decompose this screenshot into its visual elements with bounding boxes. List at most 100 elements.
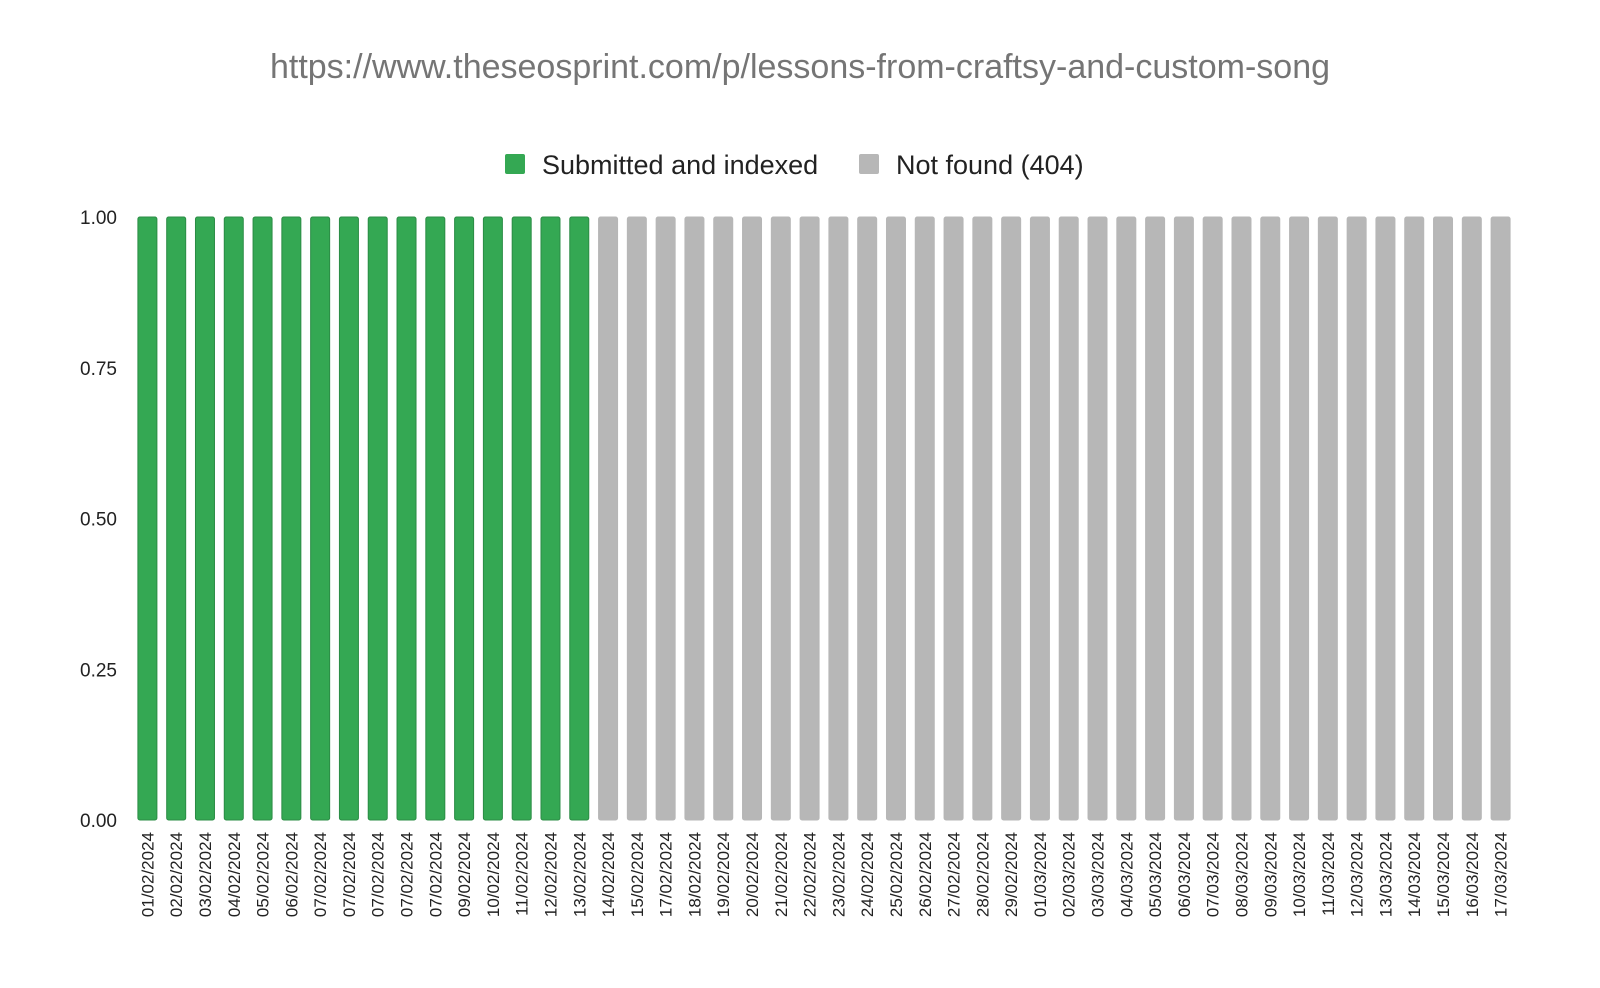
bar-1-21 — [742, 216, 763, 821]
bar-1-34 — [1116, 216, 1137, 821]
bar-1-31 — [1029, 216, 1050, 821]
x-tick-label-42: 12/03/2024 — [1348, 832, 1367, 917]
x-tick-label-14: 12/02/2024 — [541, 832, 560, 917]
x-tick-label-41: 11/03/2024 — [1319, 832, 1338, 916]
x-tick-label-44: 14/03/2024 — [1405, 832, 1424, 917]
x-axis: 01/02/2024 02/02/2024 03/02/2024 04/02/2024… — [138, 832, 1510, 917]
bar-1-24 — [828, 216, 849, 821]
x-tick-label-39: 09/03/2024 — [1261, 832, 1280, 917]
bar-1-23 — [799, 216, 820, 821]
x-tick-label-27: 26/02/2024 — [916, 832, 935, 917]
bar-1-18 — [655, 216, 676, 821]
x-tick-label-12: 10/02/2024 — [484, 832, 503, 917]
y-tick-label-4: 1.00 — [80, 208, 117, 229]
chart-title: https://www.theseosprint.com/p/lessons-f… — [269, 48, 1331, 86]
x-tick-label-33: 03/03/2024 — [1089, 832, 1108, 917]
x-tick-label-10: 07/02/2024 — [426, 832, 445, 917]
x-tick-label-2: 03/02/2024 — [196, 832, 215, 917]
x-tick-label-47: 17/03/2024 — [1492, 832, 1511, 917]
x-tick-label-25: 24/02/2024 — [858, 832, 877, 917]
x-tick-label-34: 04/03/2024 — [1117, 832, 1136, 917]
x-tick-label-29: 28/02/2024 — [973, 832, 992, 917]
y-tick-label-0: 0.00 — [80, 811, 117, 832]
y-tick-label-2: 0.50 — [80, 510, 117, 531]
bar-1-37 — [1202, 216, 1223, 821]
bar-0-11 — [454, 216, 475, 821]
bar-1-38 — [1231, 216, 1252, 821]
bars — [137, 216, 1511, 821]
x-tick-label-6: 07/02/2024 — [311, 832, 330, 917]
bar-1-43 — [1375, 216, 1396, 821]
bar-0-12 — [482, 216, 503, 821]
legend-label-1: Not found (404) — [896, 150, 1084, 180]
bar-1-30 — [1001, 216, 1022, 821]
bar-1-35 — [1145, 216, 1166, 821]
bar-1-29 — [972, 216, 993, 821]
bar-1-47 — [1490, 216, 1511, 821]
bar-1-26 — [885, 216, 906, 821]
bar-0-7 — [338, 216, 359, 821]
bar-0-14 — [540, 216, 561, 821]
x-tick-label-43: 13/03/2024 — [1376, 832, 1395, 917]
x-tick-label-24: 23/02/2024 — [829, 832, 848, 917]
bar-1-36 — [1173, 216, 1194, 821]
x-tick-label-40: 10/03/2024 — [1290, 832, 1309, 917]
x-tick-label-8: 07/02/2024 — [369, 832, 388, 917]
x-tick-label-11: 09/02/2024 — [455, 832, 474, 917]
legend-swatch-0 — [505, 154, 525, 174]
legend-swatch-1 — [859, 154, 879, 174]
x-tick-label-38: 08/03/2024 — [1232, 832, 1251, 917]
y-tick-label-1: 0.25 — [80, 660, 117, 681]
bar-0-13 — [511, 216, 532, 821]
x-tick-label-23: 22/02/2024 — [801, 832, 820, 917]
x-tick-label-1: 02/02/2024 — [167, 832, 186, 917]
bar-1-45 — [1433, 216, 1454, 821]
bar-1-28 — [943, 216, 964, 821]
x-tick-label-36: 06/03/2024 — [1175, 832, 1194, 917]
x-tick-label-20: 19/02/2024 — [714, 832, 733, 917]
bar-0-8 — [367, 216, 388, 821]
y-tick-label-3: 0.75 — [80, 359, 117, 380]
bar-0-1 — [166, 216, 187, 821]
bar-1-39 — [1260, 216, 1281, 821]
bar-0-2 — [194, 216, 215, 821]
x-tick-label-21: 20/02/2024 — [743, 832, 762, 917]
bar-1-44 — [1404, 216, 1425, 821]
x-tick-label-16: 14/02/2024 — [599, 832, 618, 917]
bar-0-3 — [223, 216, 244, 821]
x-tick-label-28: 27/02/2024 — [945, 832, 964, 917]
bar-0-10 — [425, 216, 446, 821]
bar-0-0 — [137, 216, 158, 821]
x-tick-label-7: 07/02/2024 — [340, 832, 359, 917]
x-tick-label-3: 04/02/2024 — [225, 832, 244, 917]
bar-0-5 — [281, 216, 302, 821]
bar-1-42 — [1346, 216, 1367, 821]
bar-1-17 — [626, 216, 647, 821]
bar-1-27 — [914, 216, 935, 821]
x-tick-label-35: 05/03/2024 — [1146, 832, 1165, 917]
y-axis: 0.00 0.25 0.50 0.75 1.00 — [80, 208, 117, 832]
x-tick-label-17: 15/02/2024 — [628, 832, 647, 917]
x-tick-label-46: 16/03/2024 — [1463, 832, 1482, 917]
x-tick-label-4: 05/02/2024 — [254, 832, 273, 917]
bar-1-25 — [857, 216, 878, 821]
x-tick-label-30: 29/02/2024 — [1002, 832, 1021, 917]
bar-0-9 — [396, 216, 417, 821]
x-tick-label-37: 07/03/2024 — [1204, 832, 1223, 917]
x-tick-label-15: 13/02/2024 — [570, 832, 589, 917]
x-tick-label-22: 21/02/2024 — [772, 832, 791, 917]
bar-0-4 — [252, 216, 273, 821]
x-tick-label-18: 17/02/2024 — [657, 832, 676, 917]
bar-1-33 — [1087, 216, 1108, 821]
bar-0-6 — [310, 216, 331, 821]
bar-0-15 — [569, 216, 590, 821]
x-tick-label-13: 11/02/2024 — [513, 832, 532, 916]
bar-1-41 — [1317, 216, 1338, 821]
x-tick-label-26: 25/02/2024 — [887, 832, 906, 917]
x-tick-label-45: 15/03/2024 — [1434, 832, 1453, 917]
bar-1-19 — [684, 216, 705, 821]
x-tick-label-19: 18/02/2024 — [685, 832, 704, 917]
x-tick-label-32: 02/03/2024 — [1060, 832, 1079, 917]
x-tick-label-0: 01/02/2024 — [138, 832, 157, 917]
